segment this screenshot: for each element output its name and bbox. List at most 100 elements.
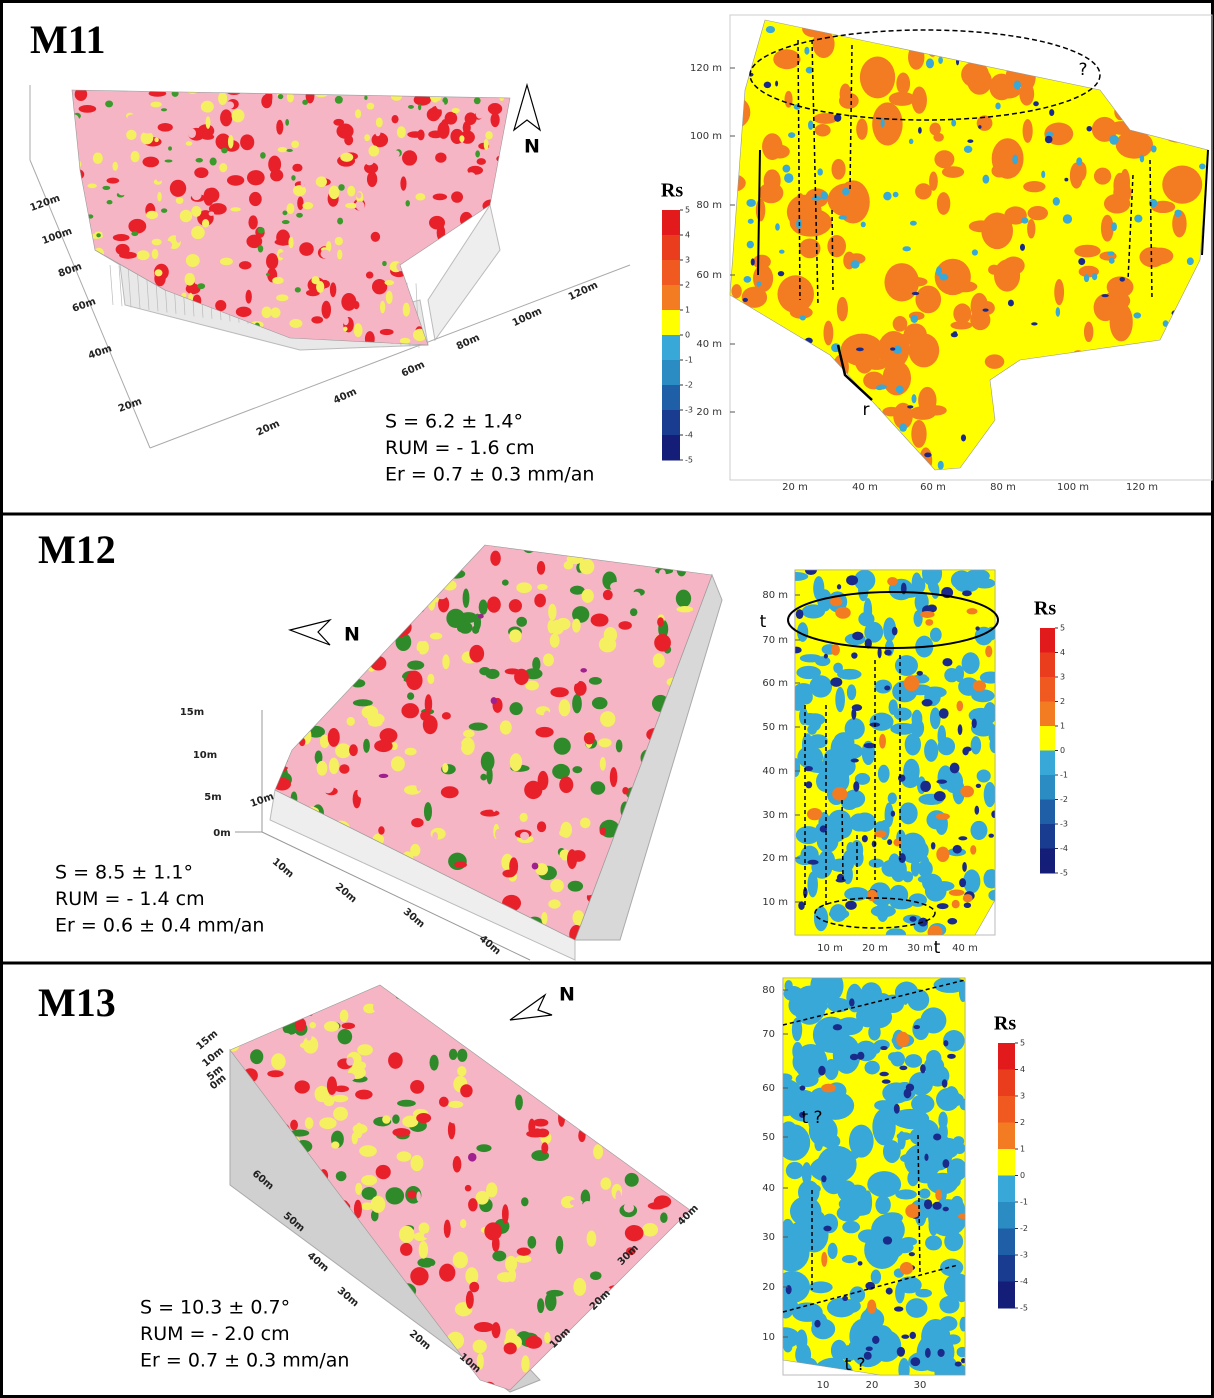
blob (416, 1112, 432, 1124)
blob (330, 579, 341, 589)
axis-line (149, 264, 631, 449)
blob (78, 104, 97, 113)
blob (736, 317, 742, 324)
label: 30 (914, 1380, 927, 1391)
blob (621, 1345, 629, 1356)
blob (823, 1225, 832, 1232)
blob (959, 982, 965, 1003)
blob (345, 173, 357, 184)
label: 20 m (782, 482, 808, 493)
blob (287, 1278, 300, 1291)
blob (962, 861, 967, 872)
blob (697, 769, 709, 786)
blob (576, 1123, 586, 1129)
blob (1129, 433, 1137, 438)
blob (125, 198, 134, 207)
blob (954, 665, 964, 683)
blob (230, 1252, 247, 1262)
blob (194, 167, 209, 179)
blob (838, 215, 848, 220)
blob (413, 1232, 428, 1242)
blob (275, 618, 285, 625)
blob (587, 1373, 595, 1387)
blob (147, 123, 158, 129)
blob (942, 1159, 950, 1169)
blob (795, 375, 802, 379)
blob (899, 423, 907, 432)
blob (310, 647, 322, 663)
blob (572, 693, 582, 714)
blob (195, 157, 203, 163)
blob (795, 646, 802, 654)
blob (187, 128, 197, 139)
label: 80 m (762, 590, 788, 601)
blob (318, 1328, 330, 1344)
blob (487, 923, 495, 937)
blob (851, 708, 857, 720)
blob (687, 833, 698, 849)
blob (368, 145, 380, 157)
blob (1177, 29, 1184, 35)
blob (489, 290, 494, 296)
blob (402, 1115, 419, 1128)
blob (117, 184, 128, 196)
blob (803, 412, 810, 422)
blob (836, 584, 842, 590)
blob (744, 445, 751, 450)
blob (322, 985, 331, 995)
blob (680, 1342, 689, 1347)
blob (358, 1361, 369, 1367)
blob (937, 725, 947, 747)
blob (893, 1306, 904, 1312)
blob (131, 231, 139, 237)
blob (476, 1144, 492, 1153)
blob (580, 668, 587, 673)
blob (755, 198, 766, 222)
blob (905, 1083, 915, 1092)
blob (578, 653, 585, 663)
blob (272, 1249, 280, 1261)
outline (71, 89, 511, 346)
blob (427, 740, 440, 755)
blob (984, 869, 995, 889)
blob (110, 137, 117, 149)
blob (468, 1198, 478, 1212)
blob (334, 668, 351, 681)
blob (1106, 276, 1134, 298)
label: 5 (1020, 1039, 1025, 1048)
blob (838, 412, 855, 423)
label: 10 (762, 1332, 775, 1343)
blob (418, 1039, 424, 1045)
blob (300, 178, 305, 188)
colorbar-band (662, 260, 680, 286)
blob (689, 788, 700, 798)
blob (937, 460, 944, 470)
blob (309, 1021, 316, 1029)
blob (960, 785, 974, 798)
colorbar-band (662, 310, 680, 336)
blob (850, 1207, 871, 1216)
blob (616, 1052, 632, 1072)
blob (612, 1116, 624, 1128)
blob (637, 1312, 657, 1331)
blob (783, 1123, 800, 1134)
blob (319, 1008, 328, 1021)
blob (470, 1042, 490, 1049)
blob (772, 400, 778, 409)
label: -1 (1060, 771, 1068, 780)
blob (634, 1325, 654, 1344)
blob (805, 66, 814, 74)
blob (503, 1342, 517, 1355)
blob (573, 680, 587, 696)
blob (309, 604, 319, 618)
blob (286, 203, 295, 215)
blob (807, 724, 818, 735)
blob (1189, 458, 1200, 469)
blob (961, 652, 980, 675)
blob (279, 726, 294, 737)
colorbar-band (1040, 824, 1055, 849)
blob (399, 337, 411, 344)
blob (477, 613, 484, 619)
blob (1111, 222, 1117, 232)
blob (942, 658, 953, 667)
